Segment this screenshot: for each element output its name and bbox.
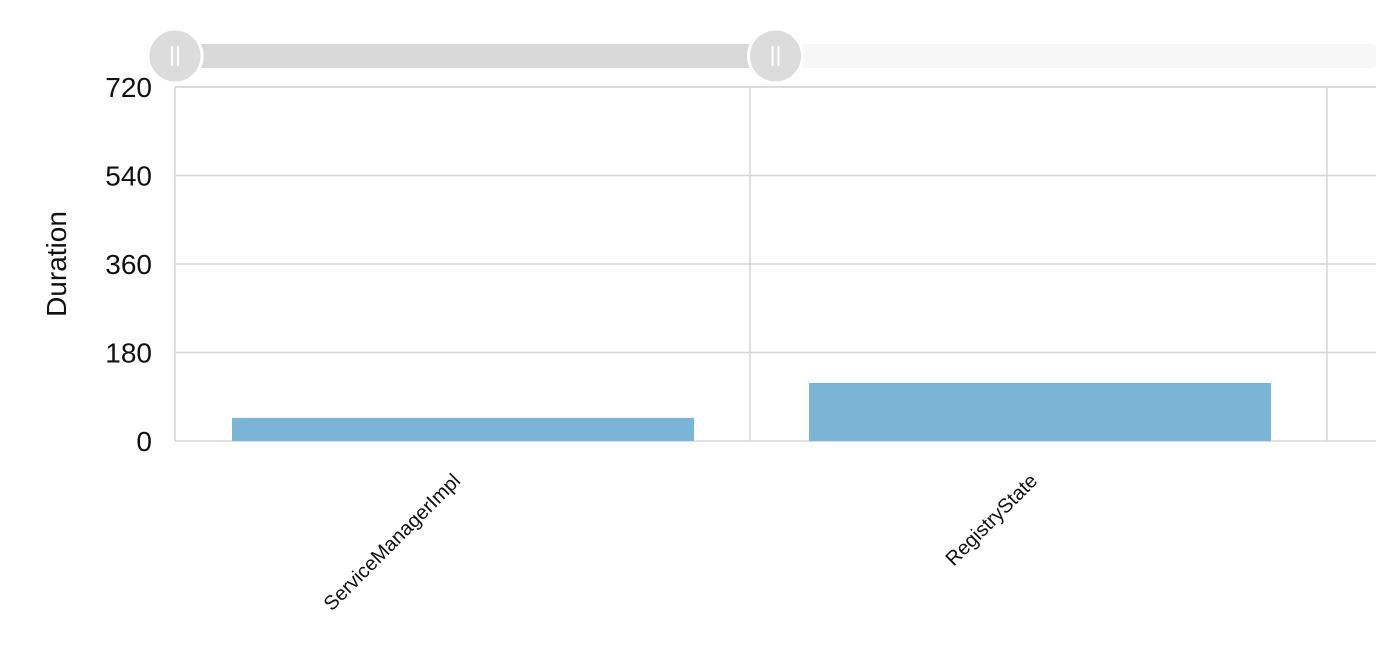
bars	[232, 382, 1271, 441]
slider-selected-range[interactable]	[175, 44, 776, 68]
x-axis-labels: ServiceManagerImpl RegistryState	[320, 470, 1042, 615]
y-tick-label: 540	[105, 161, 152, 192]
y-tick-label: 720	[105, 72, 152, 103]
bar-RegistryState	[809, 382, 1271, 441]
y-tick-label: 360	[105, 249, 152, 280]
bar-ServiceManagerImpl	[232, 417, 694, 441]
y-tick-label: 180	[105, 338, 152, 369]
y-axis-ticks: 720 540 360 180 0	[105, 72, 152, 457]
y-tick-label: 0	[136, 426, 152, 457]
slider-left-handle[interactable]	[146, 27, 204, 85]
x-tick-label: ServiceManagerImpl	[320, 470, 465, 615]
y-axis-title: Duration	[41, 211, 72, 317]
slider-right-handle[interactable]	[747, 27, 804, 85]
x-tick-label: RegistryState	[942, 470, 1042, 570]
zoom-slider[interactable]	[146, 27, 1376, 85]
